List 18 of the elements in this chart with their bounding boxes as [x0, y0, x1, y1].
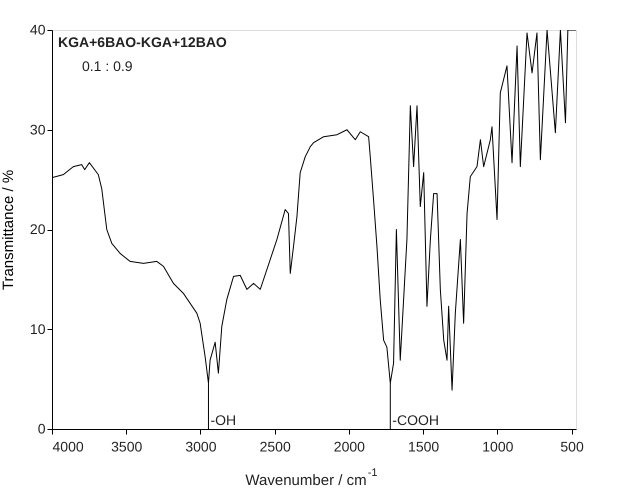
y-tick-label: 30 — [30, 121, 46, 138]
x-tick-label: 2000 — [334, 438, 366, 454]
x-tick-label: 1500 — [408, 438, 440, 454]
y-tick-label: 0 — [38, 420, 46, 436]
annotation: -OH — [210, 412, 236, 428]
y-tick-label: 10 — [30, 320, 46, 337]
x-tick-label: 3500 — [111, 438, 142, 454]
y-axis-title: Transmittance / % — [0, 170, 17, 290]
annotation: 0.1 : 0.9 — [82, 58, 133, 74]
annotation: -COOH — [392, 412, 439, 428]
x-tick-label: 3000 — [185, 438, 217, 454]
x-tick-label: 4000 — [52, 438, 84, 454]
y-tick-label: 20 — [30, 221, 46, 237]
y-tick-label: 40 — [30, 22, 46, 38]
x-tick-label: 1000 — [482, 438, 514, 454]
x-tick-label: 2500 — [260, 438, 291, 454]
annotation: KGA+6BAO-KGA+12BAO — [58, 34, 227, 50]
x-tick-label: 500 — [560, 438, 584, 454]
